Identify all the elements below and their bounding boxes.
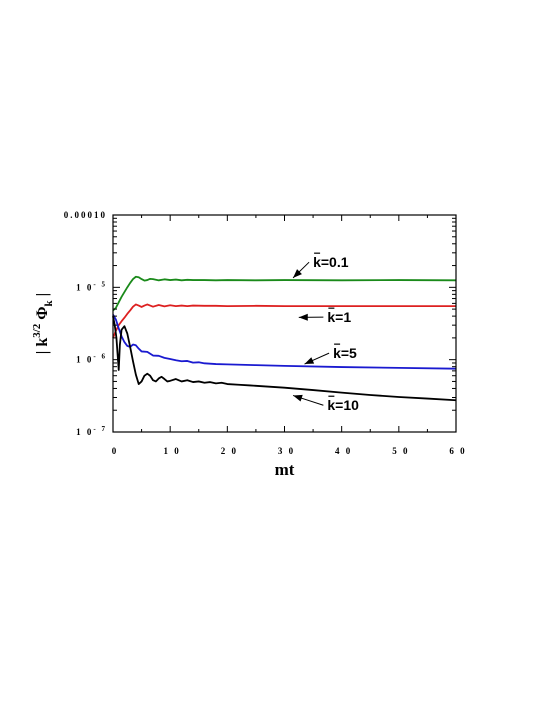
x-tick-label-6: 6 0 <box>449 446 466 456</box>
tick-layer: 0 1 0 2 0 3 0 4 0 5 0 6 0 1 0- 7 1 0- 6 1 0- 5 0.0… <box>64 210 466 456</box>
y-tick-label-1: 1 0- 6 <box>76 353 107 365</box>
x-tick-label-2: 2 0 <box>221 446 238 456</box>
series-line-0 <box>112 275 457 312</box>
annotation-arrowhead-1 <box>298 313 308 321</box>
y-tick-label-2: 1 0- 5 <box>76 280 107 292</box>
x-tick-label-0: 0 <box>112 446 119 456</box>
annotation-arrowhead-0 <box>293 269 302 278</box>
series-line-1 <box>112 303 456 339</box>
x-axis-label: mt <box>275 460 295 479</box>
y-axis-label: | k3/2 Φk | <box>31 293 55 354</box>
x-tick-label-3: 3 0 <box>278 446 295 456</box>
annotation-layer: k=0.1 k=1 k=5 k=10 <box>292 252 359 413</box>
series-layer <box>112 275 457 402</box>
series-annotation-2: k=5 <box>333 345 357 361</box>
series-annotation-0: k=0.1 <box>313 254 349 270</box>
y-tick-label-0: 1 0- 7 <box>76 425 107 437</box>
annotation-arrowhead-3 <box>293 394 303 402</box>
series-line-3 <box>112 315 457 402</box>
annotation-arrowhead-2 <box>304 357 315 365</box>
series-line-2 <box>112 314 457 370</box>
series-annotation-1: k=1 <box>327 309 351 325</box>
x-tick-label-1: 1 0 <box>164 446 181 456</box>
x-tick-label-5: 5 0 <box>392 446 409 456</box>
y-tick-label-3: 0.00010 <box>64 210 107 220</box>
x-tick-label-4: 4 0 <box>335 446 352 456</box>
series-annotation-3: k=10 <box>327 397 359 413</box>
